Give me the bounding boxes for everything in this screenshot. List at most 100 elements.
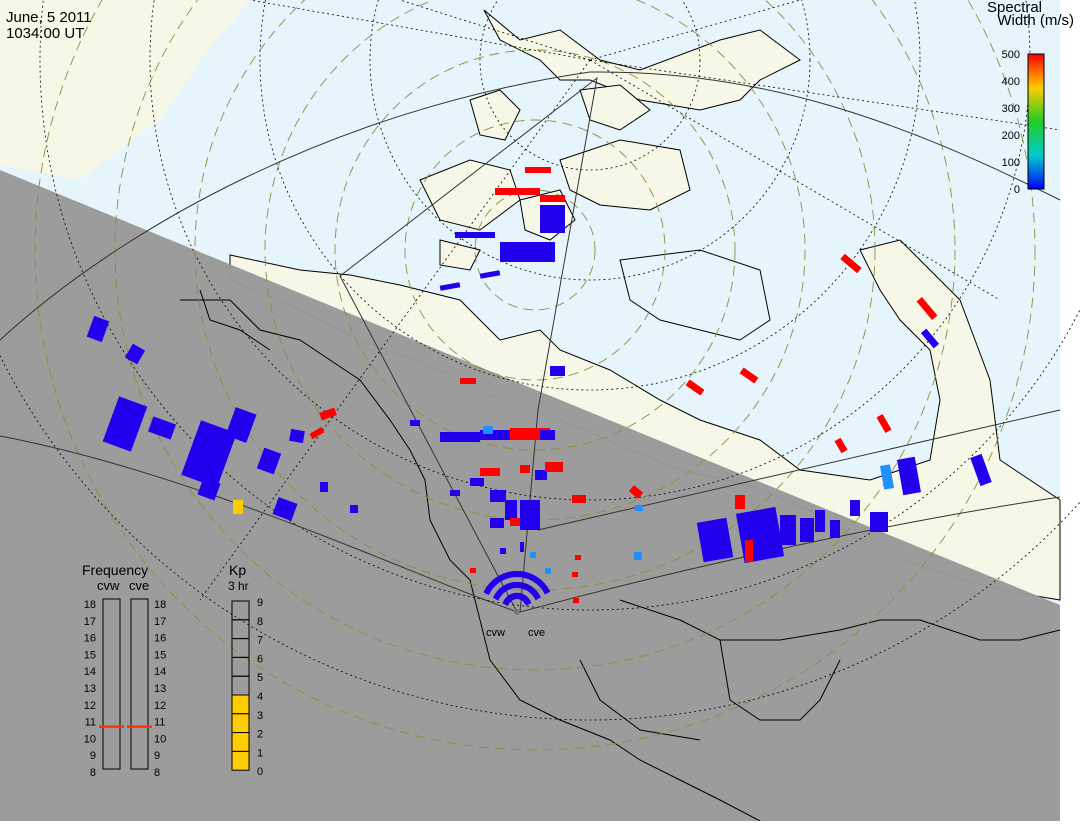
scatter-cell [876,413,892,434]
frequency-tick-right: 8 [154,767,160,779]
scatter-cell [495,188,540,195]
scatter-cell [550,366,565,376]
frequency-tick-right: 10 [154,733,166,745]
scatter-cell [450,490,460,496]
scatter-cell [540,195,565,202]
arctic-islands [419,84,691,271]
scatter-cell [540,430,555,440]
scatter-cell [147,416,177,440]
frequency-tick-right: 12 [154,700,166,712]
frequency-tick-right: 15 [154,649,166,661]
colorbar-tick-label: 500 [1002,49,1020,61]
frequency-tick-left: 14 [84,666,96,678]
scatter-cell [525,167,551,173]
scatter-cell [685,379,705,396]
scatter-cell [840,253,862,274]
frequency-tick-left: 11 [85,717,96,729]
scatter-cell [289,428,305,444]
kp-bar [231,600,250,771]
header-time: 1034:00 UT [6,25,85,42]
colorbar-tick-label: 300 [1002,103,1020,115]
scatter-cell [572,495,586,503]
radar-scatter [86,167,992,607]
frequency-column-cvw [102,598,121,770]
frequency-tick-left: 18 [84,599,96,611]
spectral-width-colorbar: 500 400 300 200 100 0 [1002,49,1045,196]
frequency-tick-right: 9 [154,750,160,762]
frequency-tick-left: 15 [84,649,96,661]
kp-tick-label: 2 [257,729,263,741]
kp-tick-label: 8 [257,616,263,628]
colorbar-gradient [1027,53,1045,190]
colorbar-tick-label: 200 [1002,130,1020,142]
scatter-cell [542,586,551,595]
scatter-cell [102,396,148,452]
colorbar-tick-label: 400 [1002,76,1020,88]
scatter-cell [480,430,510,440]
colorbar-tick-label: 0 [1014,184,1020,196]
scatter-cell [735,495,745,509]
kp-tick-label: 4 [257,691,263,703]
frequency-tick-left: 12 [84,700,96,712]
kp-cell [231,694,250,715]
scatter-cell [530,552,536,558]
scatter-cell [490,518,504,528]
frequency-tick-left: 8 [90,767,96,779]
scatter-cell [490,490,506,502]
scatter-cell [545,568,551,574]
scatter-cell [879,464,895,490]
radar-site-label-cvw: cvw [486,627,505,639]
scatter-cell [181,420,237,488]
scatter-cell [500,548,506,554]
scatter-cell [850,500,860,516]
frequency-tick-left: 13 [84,683,96,695]
scatter-cell [897,456,921,496]
scatter-cell [460,378,476,384]
kp-panel: Kp 3 hr 9 8 7 6 5 4 3 2 1 0 [228,562,263,778]
frequency-radar-cvw: cvw [97,578,120,593]
scatter-cell [233,500,243,514]
land-greenland [483,9,801,111]
scatter-cell [628,485,644,499]
scatter-cell [575,555,581,560]
scatter-cell [86,315,110,343]
kp-cell [231,750,250,771]
kp-scale: 9 8 7 6 5 4 3 2 1 0 [257,597,263,778]
kp-tick-label: 0 [257,766,263,778]
kp-title: Kp [229,562,246,578]
scatter-cell [470,478,484,486]
frequency-tick-right: 18 [154,599,166,611]
colorbar-title-line1: Spectral [986,0,1042,16]
scatter-cell [410,420,420,426]
frequency-tick-left: 17 [84,616,96,628]
frequency-radar-cve: cve [129,578,149,593]
scatter-cell [834,437,848,454]
frequency-tick-right: 17 [154,616,166,628]
header-date: June, 5 2011 [6,9,92,26]
scatter-cell [540,205,565,233]
scatter-cell [535,470,547,480]
scatter-cell [197,477,221,501]
colorbar-title-line2: Width (m/s) [997,12,1074,29]
scatter-cell [735,506,785,564]
frequency-scale: 18 18 17 17 16 16 15 15 14 14 13 13 12 12 11 11 10 10 9 9 8 8 [84,599,167,779]
scatter-cell [480,468,500,476]
scatter-cell [309,426,325,440]
scatter-cell [573,598,579,603]
scatter-cell [696,517,734,563]
frequency-tick-left: 16 [84,633,96,645]
meridians [199,0,1061,601]
scatter-cell [505,500,517,520]
radar-site-marker [514,609,520,615]
scatter-cell [520,500,540,530]
kp-tick-label: 9 [257,597,263,609]
scatter-cell [520,465,530,473]
hudson-bay [619,249,771,341]
scatter-cell [920,328,940,349]
frequency-tick-left: 10 [84,733,96,745]
scatter-cell [634,552,642,560]
radar-site-label-cve: cve [528,627,545,639]
scatter-cell [124,343,146,365]
scatter-cell [523,597,532,606]
scatter-cell [545,462,563,472]
